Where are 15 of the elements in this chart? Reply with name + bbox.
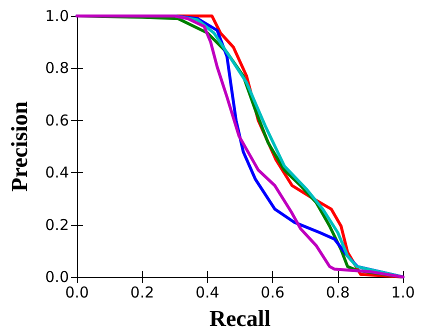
x-tick-label: 0.4 [195, 284, 220, 302]
y-tick-label: 0.0 [45, 268, 69, 286]
y-tick-label: 1.0 [45, 7, 69, 25]
y-axis-title: Precision [7, 101, 32, 192]
x-tick-label: 0.2 [130, 284, 154, 302]
x-tick-label: 1.0 [391, 284, 415, 302]
x-tick-label: 0.6 [260, 284, 285, 302]
x-tick-label: 0.8 [326, 284, 350, 302]
x-axis-title: Recall [209, 306, 271, 331]
line-series [76, 14, 404, 278]
y-tick-label: 0.2 [45, 216, 69, 234]
x-tick-label: 0.0 [65, 284, 89, 302]
y-tick-label: 0.8 [45, 59, 69, 78]
y-tick-label: 0.6 [45, 111, 69, 130]
y-tick-label: 0.4 [45, 164, 69, 182]
